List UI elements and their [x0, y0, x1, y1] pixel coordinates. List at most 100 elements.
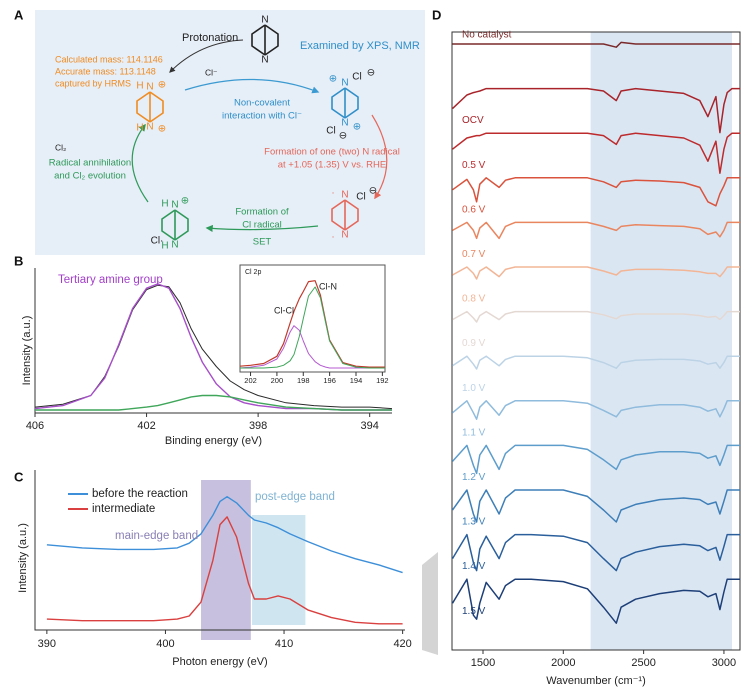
atom: N [171, 200, 178, 211]
series-label: 0.9 V [462, 338, 486, 349]
chloride-label: Cl⁻ [205, 67, 218, 77]
x-tick-label: 194 [350, 376, 363, 385]
noncovalent-label: Non-covalent [234, 98, 290, 109]
legend-label: before the reaction [92, 488, 188, 500]
ir-spectrum [452, 310, 740, 323]
annihilation-label: and Cl₂ evolution [54, 171, 126, 182]
ir-spectrum [451, 444, 740, 475]
molecule-bond [264, 24, 279, 56]
atom-label: · [331, 188, 334, 199]
arrow-protonation [169, 39, 244, 73]
cl-radical-label: Formation of [235, 207, 289, 218]
molecule-bond [344, 199, 359, 231]
atom-label: ⊖ [369, 186, 377, 197]
molecule-bond [174, 209, 189, 241]
atom: N [261, 15, 268, 26]
cl-radical-label: Cl radical [242, 220, 282, 231]
x-axis-label: Wavenumber (cm⁻¹) [546, 675, 646, 687]
ir-spectrum [452, 132, 740, 174]
x-tick-label: 394 [361, 420, 379, 432]
panel-label: C [14, 469, 24, 484]
band-label: main-edge band [115, 530, 198, 542]
x-axis-label: Binding energy (eV) [165, 435, 262, 447]
series-label: 1.5 V [462, 606, 486, 617]
atom-label: H [136, 81, 143, 92]
atom-label: H [161, 241, 168, 252]
shaded-region [590, 32, 732, 650]
atom: N [171, 240, 178, 251]
panel-a-texts: Protonation Examined by XPS, NMR Calcula… [49, 32, 420, 248]
noncovalent-label: interaction with Cl⁻ [222, 111, 302, 122]
molecule: NN [251, 15, 279, 66]
atom: N [146, 122, 153, 133]
molecule-bond [344, 87, 359, 119]
molecule: NNH ⊕Cl·H [151, 196, 190, 252]
atom: N [341, 230, 348, 241]
panel-a-background [35, 10, 425, 255]
molecule-bond [161, 209, 176, 241]
atom-label: ⊕ [158, 124, 166, 135]
atom-label: Cl [326, 126, 335, 137]
radical-label: at +1.05 (1.35) V vs. RHE [278, 160, 387, 171]
atom-label: Cl [356, 192, 365, 203]
series-label: OCV [462, 115, 484, 126]
x-tick-label: 202 [244, 376, 257, 385]
mass-line: captured by HRMS [55, 78, 131, 88]
molecule: N N · · Cl ⊖ [331, 186, 377, 243]
annotation: Cl-N [319, 281, 337, 291]
molecule-bond [136, 91, 151, 123]
molecule-bond [251, 24, 266, 56]
atom-label: ⊖ [367, 68, 375, 79]
series-label: 0.7 V [462, 249, 486, 260]
x-axis-label: Photon energy (eV) [172, 656, 267, 668]
panel-label: D [432, 7, 441, 22]
x-tick-label: 420 [393, 638, 411, 650]
series-label: 1.1 V [462, 427, 486, 438]
atom-label: H [161, 199, 168, 210]
edge-band [252, 515, 306, 625]
arrow-noncovalent [184, 78, 320, 94]
x-tick-label: 390 [38, 638, 56, 650]
x-tick-label: 200 [271, 376, 284, 385]
atom-label: ⊕ [158, 80, 166, 91]
axis [34, 470, 405, 631]
x-tick-label: 198 [297, 376, 310, 385]
atom-label: H [136, 123, 143, 134]
atom: N [146, 82, 153, 93]
radical-label: Formation of one (two) N radical [264, 147, 400, 158]
atom: N [341, 118, 348, 129]
examined-label: Examined by XPS, NMR [300, 40, 420, 52]
ir-spectrum [452, 266, 740, 280]
ir-spectrum [452, 355, 740, 370]
atom: N [341, 190, 348, 201]
edge-band [201, 480, 251, 640]
x-tick-label: 196 [323, 376, 336, 385]
atom-label: ⊖ [339, 131, 347, 142]
x-tick-label: 406 [26, 420, 44, 432]
protonation-label: Protonation [182, 32, 238, 44]
ir-spectrum [451, 489, 740, 523]
x-tick-label: 3000 [712, 657, 736, 669]
mass-line: Accurate mass: 113.1148 [55, 66, 156, 76]
x-tick-label: 192 [376, 376, 389, 385]
panel-label: A [14, 7, 24, 22]
molecule-bond [149, 91, 164, 123]
annotation: Cl-Cl [274, 305, 294, 315]
x-tick-label: 402 [137, 420, 155, 432]
molecule-bond [331, 87, 346, 119]
series-label: 0.8 V [462, 294, 486, 305]
x-tick-label: 410 [275, 638, 293, 650]
band-label: post-edge band [255, 491, 335, 503]
series-label: 1.3 V [462, 517, 486, 528]
inset-frame [239, 264, 386, 373]
series-label: No catalyst [462, 30, 512, 41]
series-label: 1.4 V [462, 561, 486, 572]
y-axis-label: Intensity (a.u.) [17, 523, 29, 593]
annotation: Tertiary amine group [58, 274, 163, 286]
ir-spectrum [452, 41, 740, 48]
atom-label: ⊕ [329, 74, 337, 85]
atom: N [261, 55, 268, 66]
spectrum-line [46, 516, 403, 625]
ir-spectrum [452, 177, 740, 207]
